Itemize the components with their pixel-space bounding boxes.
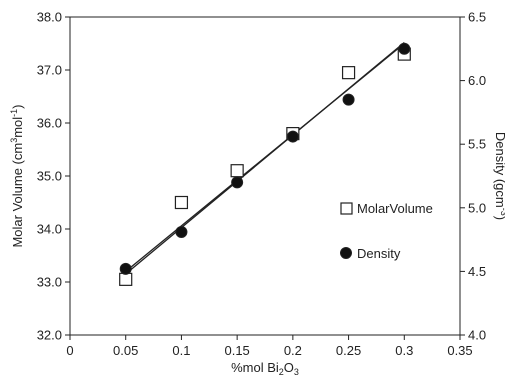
legend-label-molar-volume: MolarVolume [357,201,433,216]
left-y-tick-label: 37.0 [37,63,62,78]
right-y-tick-label: 4.0 [468,328,486,343]
x-tick-label: 0.05 [113,343,138,358]
x-tick-label: 0.15 [224,343,249,358]
right-y-axis-title: Density (gcm-3) [493,132,505,220]
x-tick-label: 0.3 [395,343,413,358]
x-tick-label: 0.2 [284,343,302,358]
left-y-tick-label: 34.0 [37,222,62,237]
right-y-tick-label: 5.5 [468,137,486,152]
molar-volume-point [174,195,189,210]
right-y-tick-label: 5.0 [468,200,486,215]
legend: MolarVolume Density [340,201,433,261]
molar-volume-point [119,272,133,286]
legend-label-density: Density [357,246,401,261]
right-y-tick-label: 6.5 [468,10,486,25]
legend-marker-molar-volume [340,202,353,215]
plot-frame [69,16,461,336]
x-axis-ticks: 0 0.05 0.1 0.15 0.2 0.25 0.3 0.35 [66,335,473,358]
fit-line [125,41,405,275]
legend-marker-density [340,247,352,259]
left-y-tick-label: 35.0 [37,169,62,184]
trend-lines [125,41,405,275]
left-y-axis-ticks: 32.0 33.0 34.0 35.0 36.0 37.0 38.0 [37,10,70,343]
density-point [119,262,132,275]
data-points [119,42,411,286]
left-y-tick-label: 32.0 [37,328,62,343]
density-point [175,225,188,238]
right-y-tick-label: 4.5 [468,264,486,279]
right-y-axis-ticks: 4.0 4.5 5.0 5.5 6.0 6.5 [460,10,486,343]
x-tick-label: 0.25 [336,343,361,358]
molar-volume-point [341,66,356,80]
right-y-tick-label: 6.0 [468,73,486,88]
x-tick-label: 0.1 [172,343,190,358]
density-point [286,130,299,143]
molar-volume-point [230,164,244,178]
left-y-tick-label: 33.0 [37,275,62,290]
left-y-tick-label: 36.0 [37,116,62,131]
density-point [231,176,244,189]
left-y-tick-label: 38.0 [37,10,62,25]
left-y-axis-title: Molar Volume (cm3mol-1) [9,104,25,247]
density-point [398,42,411,55]
x-axis-title: %mol Bi2O3 [231,360,299,377]
x-tick-label: 0.35 [447,343,472,358]
x-tick-label: 0 [66,343,73,358]
density-point [342,93,355,106]
